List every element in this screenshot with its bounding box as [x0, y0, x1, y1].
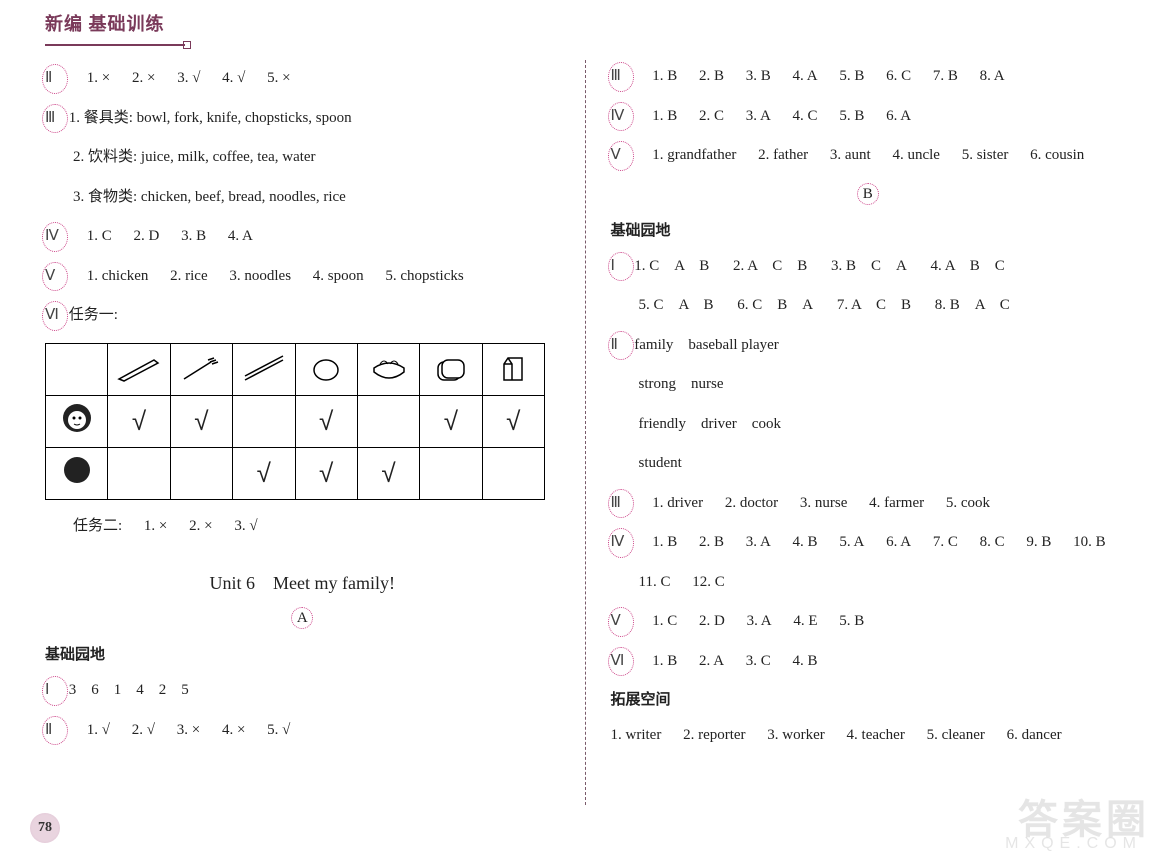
roman-V: Ⅴ: [611, 143, 631, 169]
B-V: Ⅴ 1. C 2. D 3. A 4. E 5. B: [611, 609, 1126, 635]
page: 新编 基础训练 Ⅱ 1. × 2. × 3. √ 4. √ 5. × Ⅲ 1. …: [0, 0, 1170, 855]
column-divider: [585, 60, 586, 805]
B-I-2: 5. C A B 6. C B A 7. A C B 8. B A C: [639, 293, 1126, 319]
bread-icon: [420, 343, 482, 395]
face-girl-icon: [46, 395, 108, 447]
watermark-sub: MXQE.COM: [1005, 835, 1142, 853]
right-column: Ⅲ 1. B 2. B 3. B 4. A 5. B 6. C 7. B 8. …: [586, 10, 1141, 845]
face-boy-icon: [46, 447, 108, 499]
egg-icon: [295, 343, 357, 395]
B-IV: Ⅳ 1. B 2. B 3. A 4. B 5. A 6. A 7. C 8. …: [611, 530, 1126, 556]
section-A: A: [45, 607, 560, 629]
right-V: Ⅴ 1. grandfather 2. father 3. aunt 4. un…: [611, 143, 1126, 169]
subhead-jichu: 基础园地: [45, 643, 560, 664]
noodles-icon: [357, 343, 419, 395]
left-column: 新编 基础训练 Ⅱ 1. × 2. × 3. √ 4. √ 5. × Ⅲ 1. …: [30, 10, 585, 845]
left-V: Ⅴ 1. chicken 2. rice 3. noodles 4. spoon…: [45, 264, 560, 290]
left-VI-task2: 任务二: 1. × 2. × 3. √: [73, 514, 560, 540]
subhead-jichu-b: 基础园地: [611, 219, 1126, 240]
roman-IV: Ⅳ: [611, 104, 631, 130]
roman-V: Ⅴ: [611, 609, 631, 635]
roman-I: Ⅰ: [611, 254, 631, 280]
knife-icon: [108, 343, 170, 395]
roman-II: Ⅱ: [611, 333, 631, 359]
roman-III: Ⅲ: [611, 491, 631, 517]
roman-VI: Ⅵ: [45, 303, 65, 329]
subhead-tuozhan: 拓展空间: [611, 688, 1126, 709]
left-IV: Ⅳ 1. C 2. D 3. B 4. A: [45, 224, 560, 250]
right-IV: Ⅳ 1. B 2. C 3. A 4. C 5. B 6. A: [611, 104, 1126, 130]
milk-icon: [482, 343, 544, 395]
B-II-4: student: [639, 451, 1126, 477]
B-I: Ⅰ 1. C A B 2. A C B 3. B C A 4. A B C: [611, 254, 1126, 280]
roman-III: Ⅲ: [611, 64, 631, 90]
right-III: Ⅲ 1. B 2. B 3. B 4. A 5. B 6. C 7. B 8. …: [611, 64, 1126, 90]
roman-IV: Ⅳ: [45, 224, 65, 250]
B-III: Ⅲ 1. driver 2. doctor 3. nurse 4. farmer…: [611, 491, 1126, 517]
A-I: Ⅰ 3 6 1 4 2 5: [45, 678, 560, 704]
B-II-3: friendly driver cook: [639, 412, 1126, 438]
B-VI: Ⅵ 1. B 2. A 3. C 4. B: [611, 649, 1126, 675]
A-II: Ⅱ 1. √ 2. √ 3. × 4. × 5. √: [45, 718, 560, 744]
brand-logo: 新编 基础训练: [45, 10, 560, 36]
B-IV-2: 11. C 12. C: [639, 570, 1126, 596]
roman-III: Ⅲ: [45, 106, 65, 132]
roman-I: Ⅰ: [45, 678, 65, 704]
roman-V: Ⅴ: [45, 264, 65, 290]
roman-IV: Ⅳ: [611, 530, 631, 556]
page-number: 78: [30, 813, 60, 843]
left-III-3: 3. 食物类: chicken, beef, bread, noodles, r…: [73, 185, 560, 211]
fork-icon: [170, 343, 232, 395]
section-B: B: [611, 183, 1126, 205]
left-VI-task1: Ⅵ 任务一:: [45, 303, 560, 329]
roman-VI: Ⅵ: [611, 649, 631, 675]
unit-title: Unit 6 Meet my family!: [45, 569, 560, 595]
brand-rule: [45, 44, 185, 46]
left-II: Ⅱ 1. × 2. × 3. √ 4. √ 5. ×: [45, 66, 560, 92]
ext: 1. writer 2. reporter 3. worker 4. teach…: [611, 723, 1126, 749]
left-III-2: 2. 饮料类: juice, milk, coffee, tea, water: [73, 145, 560, 171]
table-row: √ √ √ √ √: [46, 395, 545, 447]
food-table: √ √ √ √ √ √ √ √: [45, 343, 545, 500]
B-II: Ⅱ family baseball player: [611, 333, 1126, 359]
table-row-header: [46, 343, 545, 395]
roman-II: Ⅱ: [45, 718, 65, 744]
roman-II: Ⅱ: [45, 66, 65, 92]
left-III: Ⅲ 1. 餐具类: bowl, fork, knife, chopsticks,…: [45, 106, 560, 132]
table-row: √ √ √: [46, 447, 545, 499]
chopsticks-icon: [233, 343, 295, 395]
B-II-2: strong nurse: [639, 372, 1126, 398]
